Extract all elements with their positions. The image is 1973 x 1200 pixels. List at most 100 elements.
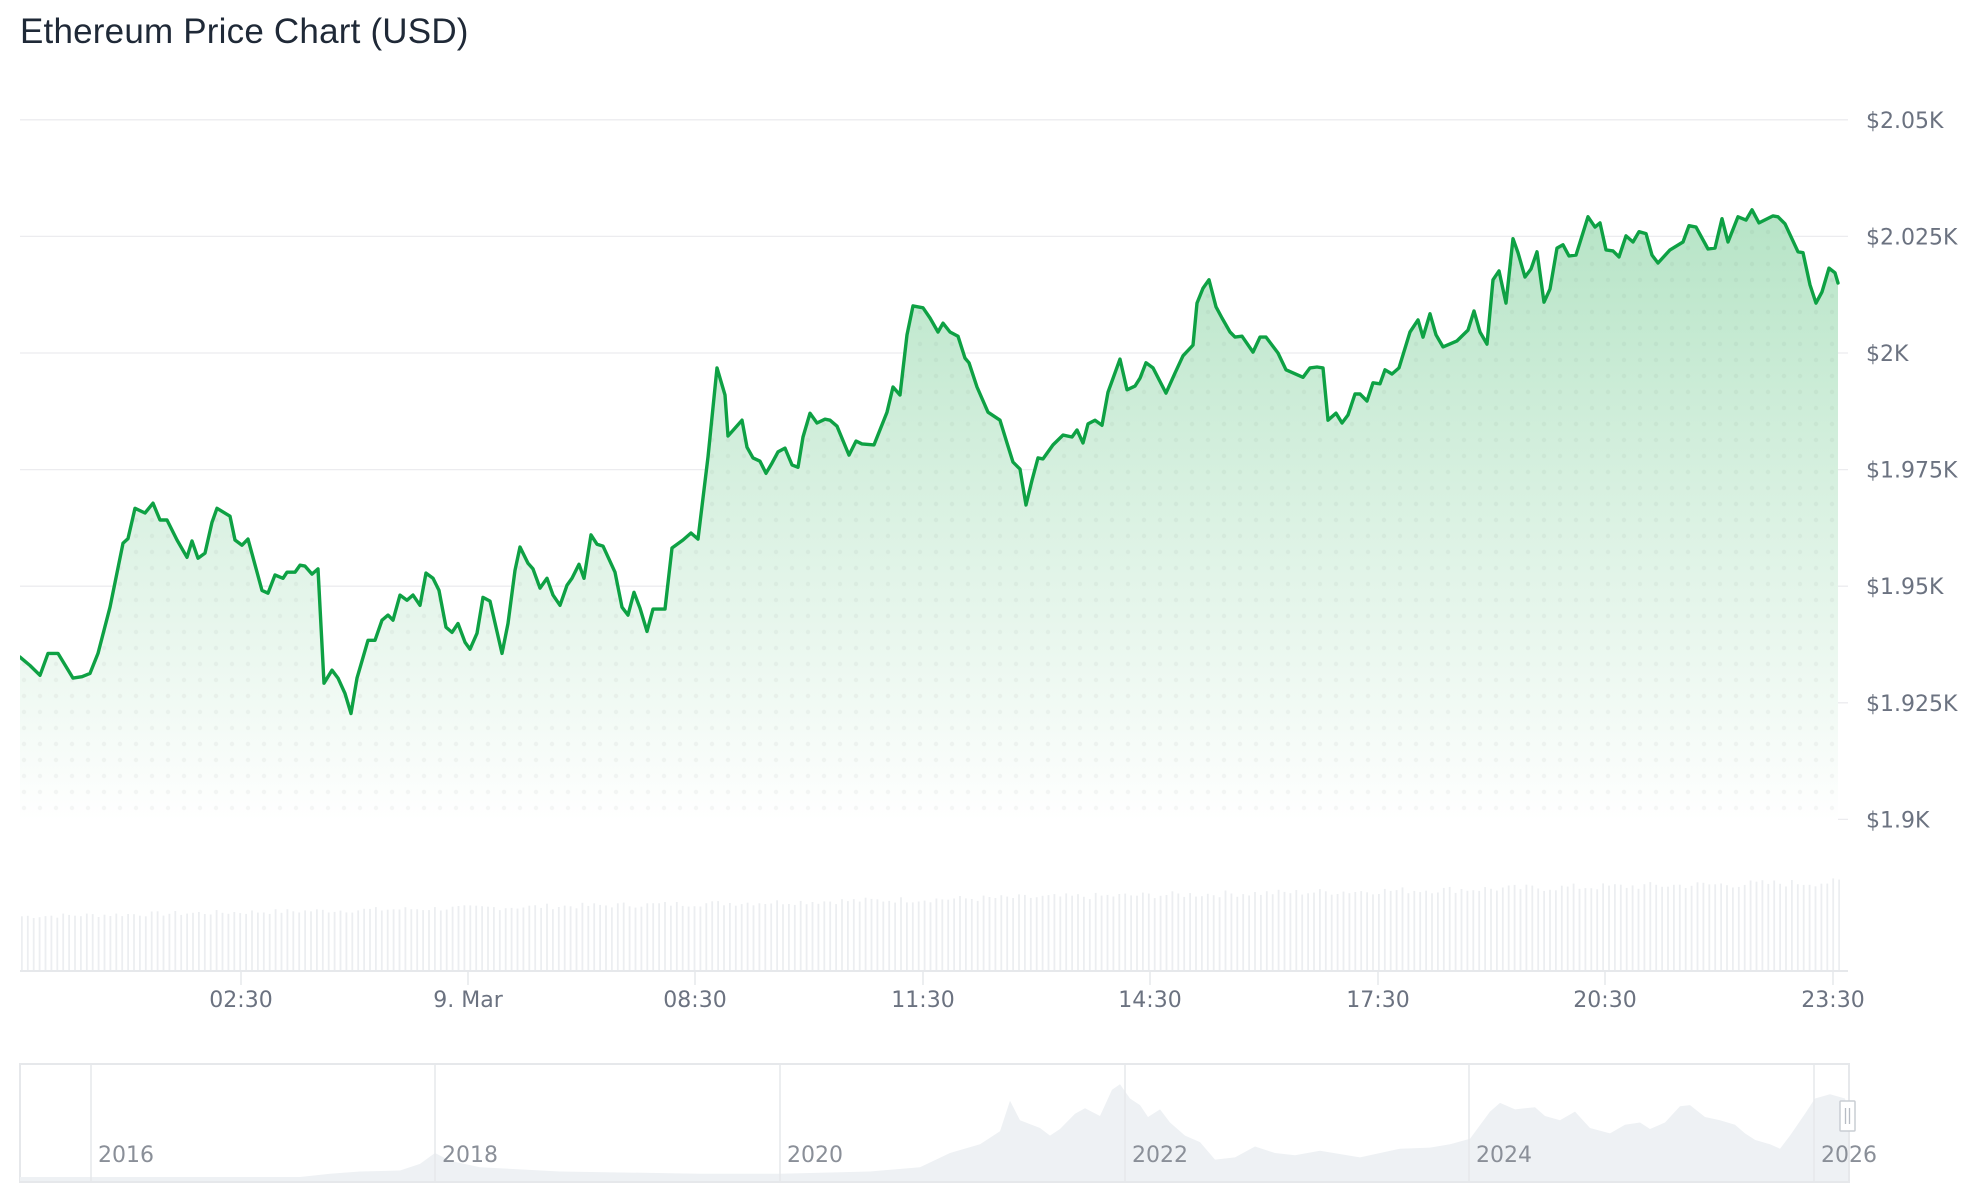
volume-bar <box>675 902 678 970</box>
volume-bar <box>894 902 896 970</box>
volume-bar <box>587 905 590 970</box>
volume-bar <box>1413 890 1416 970</box>
volume-bar <box>864 897 867 970</box>
volume-bar <box>321 909 324 970</box>
volume-bar <box>811 902 814 970</box>
volume-bar <box>1826 883 1829 970</box>
volume-bar <box>1260 894 1262 970</box>
volume-bar <box>1749 880 1752 970</box>
volume-bar <box>847 901 849 970</box>
volume-bar <box>445 909 448 970</box>
volume-bar <box>1254 892 1256 970</box>
volume-bar <box>32 918 35 970</box>
volume-bar <box>1649 882 1652 970</box>
volume-bar <box>1808 884 1811 970</box>
volume-bar <box>1389 890 1392 970</box>
drag-handle-icon[interactable] <box>1839 1100 1856 1132</box>
volume-bar <box>1118 894 1121 970</box>
volume-bar <box>563 905 566 970</box>
volume-bar <box>144 916 147 970</box>
volume-bar <box>593 903 596 970</box>
x-axis-label: 14:30 <box>1118 988 1181 1013</box>
volume-bar <box>1614 884 1616 970</box>
volume-bar <box>1720 883 1722 970</box>
volume-bar <box>1124 893 1127 970</box>
volume-bar <box>1820 883 1823 970</box>
volume-bar <box>186 913 188 970</box>
volume-bar <box>546 903 548 970</box>
volume-bar <box>1732 887 1734 970</box>
x-axis-label: 23:30 <box>1801 988 1864 1013</box>
volume-bar <box>1643 884 1646 970</box>
volume-bar <box>1667 886 1669 970</box>
volume-bar <box>274 909 277 970</box>
volume-bar <box>386 909 389 970</box>
navigator-handle[interactable] <box>1839 1100 1856 1132</box>
volume-bar <box>280 912 283 970</box>
volume-bar <box>793 904 796 970</box>
volume-bar <box>115 913 118 970</box>
volume-bar <box>1690 885 1693 970</box>
volume-bar <box>439 910 442 970</box>
volume-bar <box>109 916 112 970</box>
volume-bar <box>1366 892 1368 970</box>
volume-bar <box>640 906 643 970</box>
volume-bar <box>215 910 218 970</box>
volume-bar <box>475 905 478 970</box>
volume-bar <box>192 912 194 970</box>
volume-bar <box>1271 894 1274 970</box>
volume-bar <box>1537 888 1540 970</box>
price-line[interactable] <box>20 208 1840 716</box>
volume-bar <box>1147 893 1150 970</box>
volume-bar <box>156 911 159 970</box>
volume-bar <box>817 903 820 970</box>
y-axis-label: $2.05K <box>1866 109 1944 134</box>
volume-bar <box>900 897 902 970</box>
volume-bar <box>510 907 513 970</box>
volume-bar <box>1785 886 1787 970</box>
volume-bar <box>127 914 129 970</box>
volume-bar <box>575 908 578 970</box>
volume-bar <box>1041 895 1044 970</box>
volume-bar <box>504 908 507 970</box>
volume-bar <box>245 913 247 970</box>
volume-bar <box>168 913 171 970</box>
volume-bar <box>888 900 891 970</box>
volume-bar <box>26 915 29 970</box>
volume-bar <box>1153 898 1156 970</box>
volume-bar <box>1625 887 1628 970</box>
volume-bar <box>935 898 938 970</box>
x-axis-ticks: 02:30 9. Mar 08:30 11:30 14:30 17:30 20:30 23:3… <box>209 971 1865 1013</box>
volume-bar <box>1767 883 1770 970</box>
volume-bar <box>239 913 242 970</box>
volume-bar <box>770 903 773 970</box>
volume-bar <box>1802 884 1805 970</box>
volume-bar <box>522 907 525 970</box>
volume-bar <box>451 906 454 970</box>
volume-bar <box>646 903 649 970</box>
navigator[interactable]: 2016 2018 2020 2022 2024 2026 <box>19 1063 1877 1183</box>
volume-bar <box>1437 892 1439 970</box>
volume-bar <box>917 901 920 970</box>
volume-bar <box>1702 882 1705 970</box>
volume-bar <box>1336 894 1339 970</box>
volume-bar <box>1348 893 1351 970</box>
volume-bar <box>652 903 655 970</box>
y-axis-label: $1.975K <box>1866 459 1958 484</box>
volume-bar <box>976 900 979 970</box>
volume-bar <box>1047 895 1050 970</box>
volume-bar <box>711 901 714 970</box>
x-axis-label: 20:30 <box>1573 988 1636 1013</box>
x-axis-label: 02:30 <box>209 988 272 1013</box>
volume-bar <box>1590 888 1593 970</box>
volume-bar <box>876 899 879 970</box>
volume-bar <box>1289 893 1292 970</box>
volume-bar <box>428 910 430 970</box>
volume-bar <box>1265 891 1268 970</box>
volume-bar <box>262 912 265 970</box>
volume-bar <box>310 911 312 970</box>
volume-bar <box>758 903 761 970</box>
volume-bar <box>1425 890 1427 970</box>
volume-bar <box>1248 895 1250 970</box>
